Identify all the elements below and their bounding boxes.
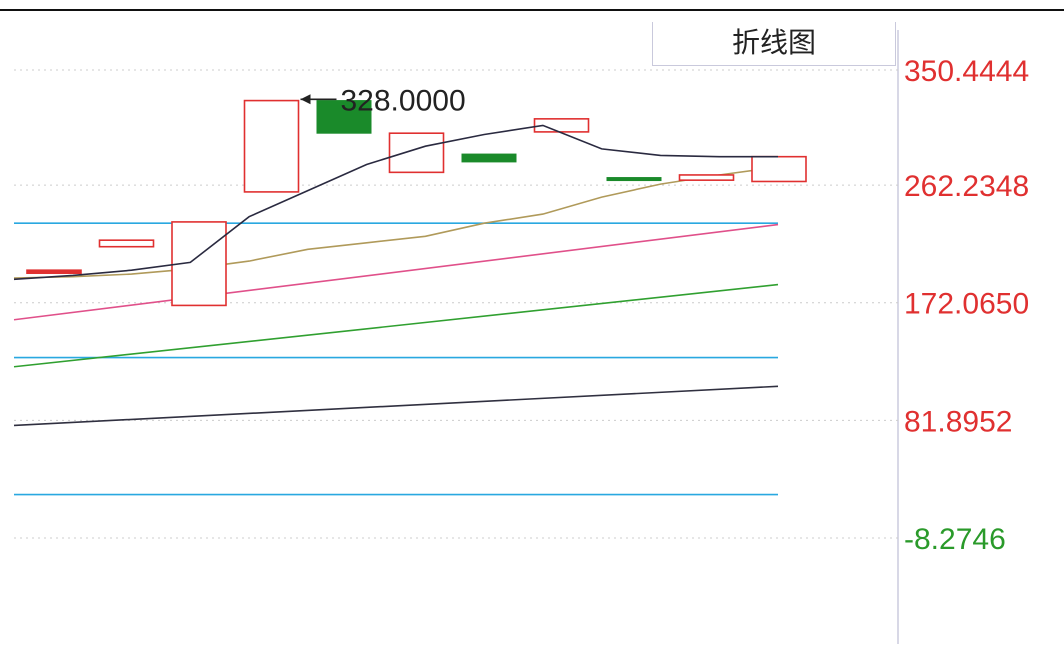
candle-down xyxy=(461,153,517,163)
candle-up xyxy=(751,155,807,183)
candle-down xyxy=(316,100,372,134)
y-tick-label: 262.2348 xyxy=(904,170,1029,203)
y-tick-label: 81.8952 xyxy=(904,405,1012,438)
y-tick-label: 350.4444 xyxy=(904,55,1029,88)
trend-line-green xyxy=(13,283,779,368)
y-tick-label: -8.2746 xyxy=(904,523,1006,556)
candle-up xyxy=(26,269,82,274)
annotation-label: 328.0000 xyxy=(341,84,466,117)
candle-up xyxy=(388,132,445,174)
tab-line-chart[interactable]: 折线图 xyxy=(652,22,896,66)
annotation-arrow-head xyxy=(300,94,311,105)
candle-up xyxy=(243,99,300,193)
ma-short-line xyxy=(13,124,778,281)
y-tick-label: 172.0650 xyxy=(904,288,1029,321)
candle-up xyxy=(171,221,227,307)
ma-long-line xyxy=(13,223,779,321)
ma-mid-line xyxy=(13,166,779,279)
trend-line-dark xyxy=(13,385,779,427)
candle-up xyxy=(98,239,155,248)
candle-up xyxy=(533,118,590,133)
candle-down xyxy=(606,177,662,182)
candle-up xyxy=(678,174,735,181)
